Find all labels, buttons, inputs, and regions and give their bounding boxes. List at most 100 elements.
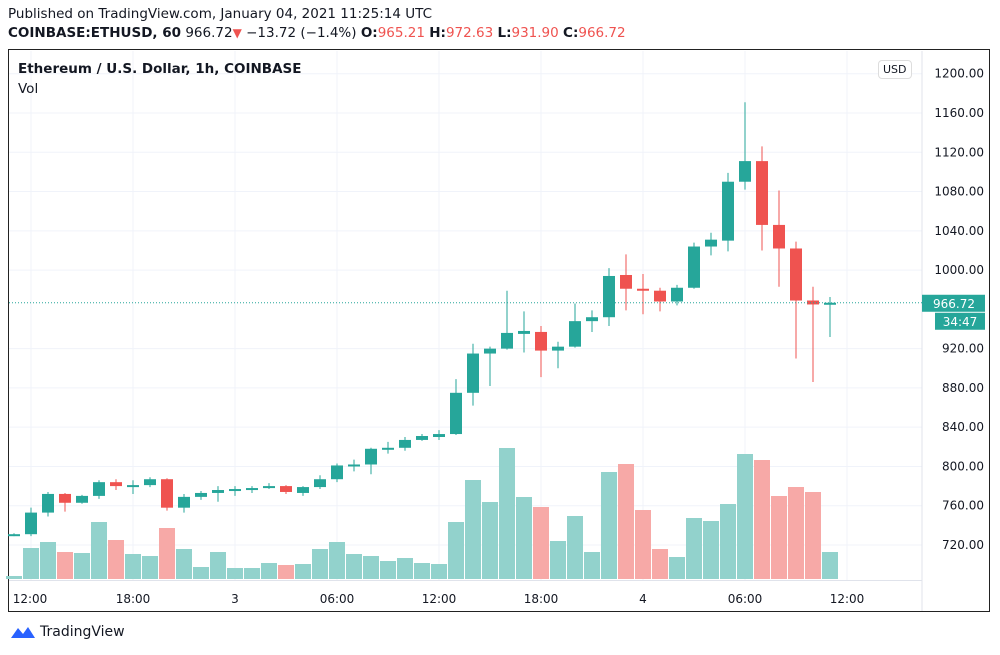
volume-bar	[414, 563, 430, 579]
candle-body	[25, 512, 37, 535]
candle	[773, 190, 785, 287]
close-label: C:	[563, 25, 579, 41]
volume-bar	[805, 492, 821, 579]
volume-bar	[788, 487, 804, 579]
candle	[484, 346, 496, 386]
close-value: 966.72	[578, 25, 626, 41]
candle-body	[484, 348, 496, 354]
time-tick-label: 06:00	[728, 592, 763, 606]
candle-body	[705, 239, 717, 247]
volume-bar	[465, 480, 481, 579]
candle-body	[314, 479, 326, 488]
candle	[586, 310, 598, 332]
volume-bar	[533, 507, 549, 579]
candle	[280, 485, 292, 494]
candle	[824, 296, 836, 337]
candle	[552, 341, 564, 369]
chart-legend-title: Ethereum / U.S. Dollar, 1h, COINBASE	[18, 61, 302, 77]
candle	[212, 486, 224, 502]
symbol: COINBASE:ETHUSD, 60	[8, 25, 182, 41]
candle-body	[416, 436, 428, 440]
candle	[450, 379, 462, 436]
candle-body	[212, 490, 224, 493]
candle-body	[467, 353, 479, 393]
candle-body	[688, 246, 700, 288]
candle	[246, 486, 258, 493]
candle-body	[603, 275, 615, 318]
price-tick-label: 1120.00	[934, 145, 984, 159]
candle	[59, 492, 71, 512]
time-tick-label: 12:00	[830, 592, 865, 606]
candle	[671, 284, 683, 306]
volume-bar	[193, 567, 209, 579]
candle	[331, 463, 343, 483]
price-tick-label: 840.00	[942, 420, 984, 434]
candle-body	[620, 274, 632, 289]
published-line: Published on TradingView.com, January 04…	[8, 6, 432, 22]
last-price: 966.72	[185, 25, 233, 41]
volume-bar	[363, 556, 379, 579]
price-tick-label: 720.00	[942, 538, 984, 552]
candle-body	[76, 495, 88, 503]
volume-bar	[584, 552, 600, 579]
volume-bar	[431, 564, 447, 579]
candle	[433, 430, 445, 440]
time-tick-label: 4	[639, 592, 647, 606]
candle-body	[399, 439, 411, 448]
candle	[110, 479, 122, 491]
currency-button[interactable]: USD	[878, 60, 912, 79]
candle	[569, 303, 581, 348]
candle-body	[722, 181, 734, 241]
candle-body	[195, 492, 207, 497]
candle-body	[535, 331, 547, 351]
candle	[518, 311, 530, 353]
candle-body	[824, 302, 836, 305]
chart-frame	[8, 49, 990, 612]
candle	[314, 475, 326, 490]
volume-bar	[499, 448, 515, 579]
candle-body	[331, 465, 343, 480]
candle-body	[348, 464, 360, 467]
volume-bar	[210, 552, 226, 579]
volume-bar	[601, 472, 617, 579]
volume-bar	[57, 552, 73, 579]
volume-bar	[448, 522, 464, 579]
price-tick-label: 1160.00	[934, 106, 984, 120]
volume-bar	[74, 553, 90, 579]
candle-body	[59, 493, 71, 503]
volume-bar	[686, 518, 702, 579]
volume-bar	[261, 563, 277, 579]
candle-body	[671, 287, 683, 302]
candle	[229, 486, 241, 496]
candle-body	[433, 434, 445, 437]
volume-bar	[737, 454, 753, 579]
volume-bar	[482, 502, 498, 579]
volume-bar	[380, 561, 396, 579]
volume-legend: Vol	[18, 81, 39, 97]
high-label: H:	[429, 25, 446, 41]
volume-bar	[227, 568, 243, 579]
candle	[535, 326, 547, 378]
candle-body	[280, 486, 292, 492]
open-value: 965.21	[377, 25, 425, 41]
candle-body	[178, 496, 190, 508]
candle	[756, 146, 768, 251]
price-tick-label: 1000.00	[934, 263, 984, 277]
tradingview-logo[interactable]: TradingView	[10, 624, 125, 640]
candle-body	[382, 447, 394, 450]
time-tick-label: 18:00	[524, 592, 559, 606]
candle-body	[586, 317, 598, 322]
volume-bar	[91, 522, 107, 579]
candle-body	[127, 485, 139, 488]
candle-body	[756, 161, 768, 225]
tradingview-logo-icon	[11, 627, 35, 638]
candle-body	[8, 534, 20, 537]
open-label: O:	[360, 25, 378, 41]
candle-body	[246, 488, 258, 491]
candle	[501, 290, 513, 350]
volume-bar	[176, 549, 192, 579]
candle	[739, 102, 751, 190]
candle-body	[552, 346, 564, 351]
volume-bar	[397, 558, 413, 579]
